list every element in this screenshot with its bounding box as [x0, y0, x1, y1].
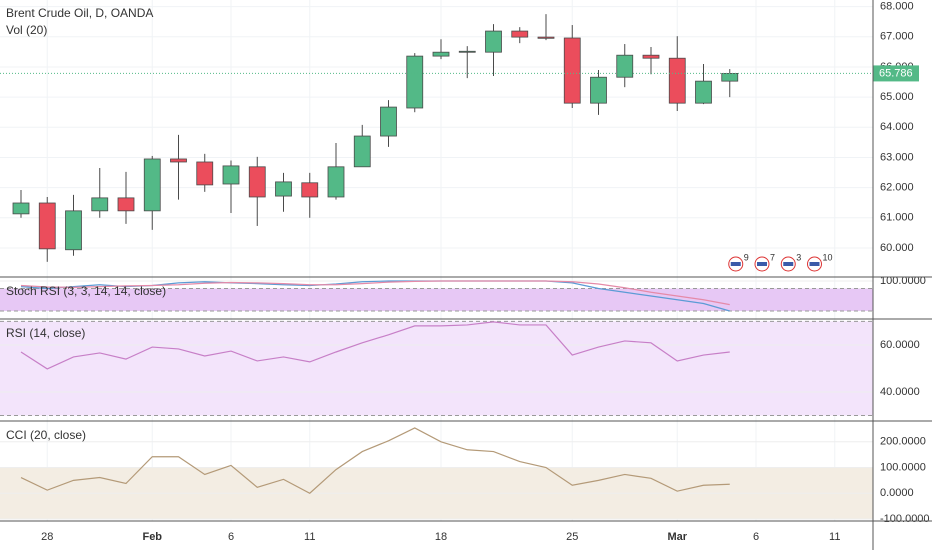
candle-body — [301, 182, 319, 198]
x-tick-label: Mar — [667, 531, 687, 543]
indicator-line — [20, 321, 730, 370]
candle-body — [563, 37, 581, 104]
event-flag-stripe — [809, 262, 820, 266]
x-tick-label: 28 — [41, 531, 53, 543]
chart-title: Brent Crude Oil, D, OANDA — [6, 6, 153, 20]
candle-body — [196, 161, 214, 186]
candle-body — [616, 54, 634, 78]
candle-body — [406, 55, 424, 109]
candle-body — [537, 36, 555, 39]
band-fill — [0, 288, 873, 311]
candle-body — [327, 166, 345, 198]
candle-body — [721, 73, 739, 82]
candle-body — [222, 165, 240, 185]
y-tick-label: 67.000 — [880, 31, 914, 43]
indicator-line — [20, 427, 730, 494]
y-tick-label: 200.0000 — [880, 436, 926, 448]
candle-body — [170, 158, 187, 163]
y-tick-label: 100.0000 — [880, 275, 926, 287]
event-flag-stripe — [730, 262, 741, 266]
x-tick-label: 11 — [829, 531, 840, 543]
y-tick-label: 62.000 — [880, 182, 914, 194]
candle-body — [275, 181, 292, 197]
y-tick-label: 0.0000 — [880, 487, 914, 499]
y-tick-label: 60.000 — [880, 242, 914, 254]
event-count: 3 — [796, 252, 801, 262]
candle-body — [668, 57, 686, 104]
x-tick-label: 11 — [304, 531, 315, 543]
x-tick-label: 6 — [228, 531, 234, 543]
event-count: 7 — [770, 252, 775, 262]
y-tick-label: 60.0000 — [880, 339, 920, 351]
candle-body — [65, 210, 82, 251]
y-tick-label: 40.0000 — [880, 386, 920, 398]
candle-body — [590, 76, 607, 104]
candle-body — [642, 54, 660, 59]
candle-body — [432, 51, 450, 57]
event-count: 9 — [744, 252, 749, 262]
pane-title: RSI (14, close) — [6, 326, 85, 340]
candle-body — [380, 106, 397, 137]
band-fill — [0, 321, 873, 416]
indicator-line — [20, 280, 730, 306]
event-flag-stripe — [757, 262, 767, 266]
y-tick-label: 64.000 — [880, 121, 914, 133]
candle-body — [117, 197, 135, 212]
x-tick-label: 6 — [753, 531, 759, 543]
candle-body — [485, 30, 502, 53]
y-tick-label: 65.000 — [880, 91, 914, 103]
candle-body — [91, 197, 109, 212]
candle-body — [353, 135, 371, 168]
y-tick-label: 63.000 — [880, 151, 914, 163]
pane-title: CCI (20, close) — [6, 428, 86, 442]
candle-body — [143, 158, 161, 212]
candle-body — [695, 80, 712, 104]
candle-body — [12, 202, 30, 215]
last-price-box — [873, 65, 919, 82]
last-price-label: 65.786 — [879, 67, 913, 79]
x-tick-label: Feb — [142, 531, 162, 543]
event-flag-stripe — [783, 262, 794, 266]
event-count: 10 — [823, 252, 833, 262]
x-tick-label: 18 — [435, 531, 447, 543]
y-tick-label: -100.0000 — [880, 513, 930, 525]
x-tick-label: 25 — [566, 531, 578, 543]
candle-body — [511, 30, 529, 38]
candle-body — [458, 50, 476, 53]
y-tick-label: 100.0000 — [880, 461, 926, 473]
pane-title: Stoch RSI (3, 3, 14, 14, close) — [6, 284, 166, 298]
chart-subtitle: Vol (20) — [6, 23, 47, 37]
y-tick-label: 68.000 — [880, 1, 914, 13]
candle-body — [248, 166, 266, 198]
candle-body — [38, 202, 56, 250]
y-tick-label: 61.000 — [880, 212, 914, 224]
